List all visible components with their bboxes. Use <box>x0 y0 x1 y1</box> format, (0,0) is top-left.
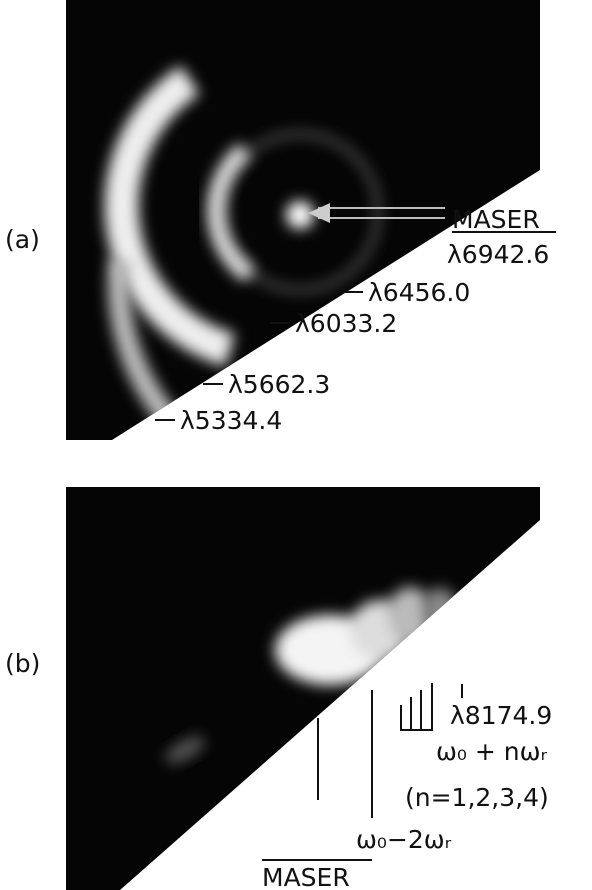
n-values: (n=1,2,3,4) <box>405 783 549 812</box>
wavelength-label: λ8174.9 <box>450 701 552 730</box>
wavelength-label: λ6942.6 <box>447 240 549 269</box>
maser-label: MASER <box>452 205 540 234</box>
wavelength-label: λ6033.2 <box>295 309 397 338</box>
photo-b <box>66 487 540 890</box>
sum-label: ω₀ + nωᵣ <box>436 737 548 766</box>
difference-label: ω₀−2ωᵣ <box>356 825 452 854</box>
page: (a) MASER λ6942.6 λ6456.0 λ6033.2 λ5662.… <box>0 0 592 890</box>
panel-label: (a) <box>5 225 40 254</box>
sideband-lines <box>401 683 432 730</box>
wavelength-label: λ5334.4 <box>180 406 282 435</box>
panel-label: (b) <box>5 649 40 678</box>
panel-b: (b) λ8174.9 ω₀ + nωᵣ (n=1,2,3,4) ω₀−2ωᵣ … <box>5 487 552 890</box>
wavelength-label: λ5662.3 <box>228 370 330 399</box>
wavelength-label: λ6456.0 <box>368 278 470 307</box>
maser-label: MASER <box>262 863 350 890</box>
figure: (a) MASER λ6942.6 λ6456.0 λ6033.2 λ5662.… <box>0 0 592 890</box>
panel-a: (a) MASER λ6942.6 λ6456.0 λ6033.2 λ5662.… <box>5 0 556 440</box>
